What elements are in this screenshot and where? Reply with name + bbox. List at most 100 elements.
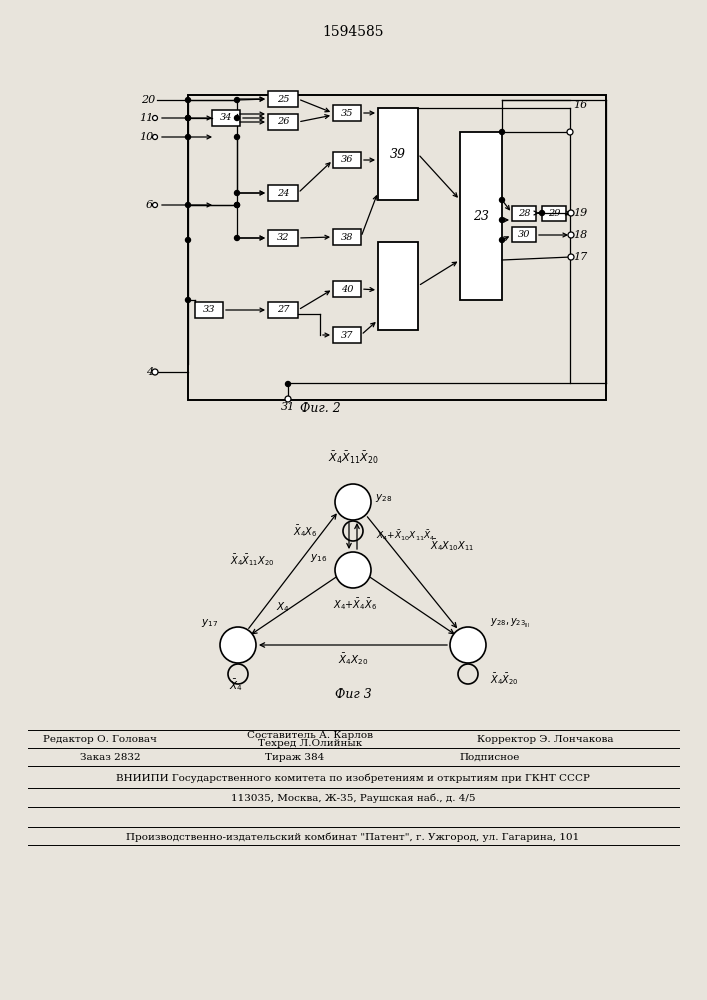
Circle shape (335, 552, 371, 588)
Bar (268, 230, 298, 246)
Circle shape (539, 211, 544, 216)
Circle shape (567, 129, 573, 135)
Bar (542, 206, 566, 221)
Text: $\bar{X}_4X_{20}$: $\bar{X}_4X_{20}$ (338, 651, 368, 667)
Text: 34: 34 (220, 113, 233, 122)
Text: $y_{28},y_{23_{\mathrm{III}}}$: $y_{28},y_{23_{\mathrm{III}}}$ (490, 616, 530, 630)
Text: 38: 38 (341, 232, 354, 241)
Text: 18: 18 (573, 230, 588, 240)
Text: 20: 20 (141, 95, 155, 105)
Circle shape (568, 232, 574, 238)
Text: 10: 10 (461, 640, 475, 650)
Bar (333, 105, 361, 121)
Circle shape (285, 396, 291, 402)
Text: Тираж 384: Тираж 384 (265, 752, 325, 762)
Text: 4: 4 (146, 367, 153, 377)
Text: 32: 32 (276, 233, 289, 242)
Text: 31: 31 (281, 402, 295, 412)
Circle shape (568, 254, 574, 260)
Text: 10: 10 (139, 132, 153, 142)
Bar (378, 242, 418, 330)
Circle shape (568, 210, 574, 216)
Text: Корректор Э. Лончакова: Корректор Э. Лончакова (477, 734, 613, 744)
Circle shape (185, 115, 190, 120)
Bar (333, 152, 361, 168)
Text: 11: 11 (139, 113, 153, 123)
Circle shape (235, 98, 240, 103)
Text: 24: 24 (276, 188, 289, 198)
Bar (512, 206, 536, 221)
Bar (460, 132, 502, 300)
Circle shape (185, 202, 190, 208)
Bar (195, 302, 223, 318)
Circle shape (235, 235, 240, 240)
Text: Производственно-издательский комбинат "Патент", г. Ужгород, ул. Гагарина, 101: Производственно-издательский комбинат "П… (127, 832, 580, 842)
Bar (512, 227, 536, 242)
Bar (268, 302, 298, 318)
Bar (212, 110, 240, 126)
Text: 35: 35 (341, 108, 354, 117)
Circle shape (500, 218, 505, 223)
Text: 37: 37 (341, 330, 354, 340)
Circle shape (153, 202, 158, 208)
Text: Заказ 2832: Заказ 2832 (80, 752, 141, 762)
Text: $\bar{X}_4X_{10}X_{11}$: $\bar{X}_4X_{10}X_{11}$ (430, 537, 474, 553)
Text: 26: 26 (276, 117, 289, 126)
Text: 36: 36 (341, 155, 354, 164)
Text: Редактор О. Головач: Редактор О. Головач (43, 734, 157, 744)
Text: 33: 33 (203, 306, 215, 314)
Text: $X_4$: $X_4$ (276, 600, 290, 614)
Text: 01: 01 (346, 497, 360, 507)
Text: $y_{28}$: $y_{28}$ (375, 492, 392, 504)
Circle shape (185, 237, 190, 242)
Text: Фиг. 2: Фиг. 2 (300, 401, 340, 414)
Bar (333, 229, 361, 245)
Text: 17: 17 (573, 252, 588, 262)
Circle shape (235, 134, 240, 139)
Text: 113035, Москва, Ж-35, Раушская наб., д. 4/5: 113035, Москва, Ж-35, Раушская наб., д. … (230, 793, 475, 803)
Text: 00: 00 (346, 565, 360, 575)
Text: $\bar{X}_4\bar{X}_{11}X_{20}$: $\bar{X}_4\bar{X}_{11}X_{20}$ (230, 552, 275, 568)
Text: 1594585: 1594585 (322, 25, 384, 39)
Text: Подписное: Подписное (460, 752, 520, 762)
Bar (188, 95, 606, 400)
Circle shape (286, 381, 291, 386)
Text: 19: 19 (573, 208, 588, 218)
Circle shape (235, 202, 240, 208)
Bar (268, 91, 298, 107)
Circle shape (235, 115, 240, 120)
Circle shape (235, 202, 240, 208)
Text: 11: 11 (231, 640, 245, 650)
Text: Составитель А. Карлов: Составитель А. Карлов (247, 730, 373, 740)
Text: 30: 30 (518, 230, 530, 239)
Text: Фиг 3: Фиг 3 (334, 688, 371, 702)
Bar (333, 327, 361, 343)
Circle shape (153, 115, 158, 120)
Circle shape (450, 627, 486, 663)
Text: $X_4{+}\bar{X}_{10}X_{11}\bar{X}_4$: $X_4{+}\bar{X}_{10}X_{11}\bar{X}_4$ (376, 529, 436, 543)
Bar (333, 281, 361, 297)
Text: 6: 6 (146, 200, 153, 210)
Text: 16: 16 (573, 100, 588, 110)
Text: $X_4{+}\bar{X}_4\bar{X}_6$: $X_4{+}\bar{X}_4\bar{X}_6$ (333, 596, 377, 612)
Circle shape (500, 237, 505, 242)
Text: 23: 23 (473, 210, 489, 223)
Bar (268, 185, 298, 201)
Text: $\bar{X}_4\bar{X}_{20}$: $\bar{X}_4\bar{X}_{20}$ (490, 671, 519, 687)
Text: $y_{17}$: $y_{17}$ (201, 617, 218, 629)
Text: 39: 39 (390, 147, 406, 160)
Circle shape (153, 134, 158, 139)
Circle shape (335, 484, 371, 520)
Circle shape (185, 98, 190, 103)
Text: Техред Л.Олийнык: Техред Л.Олийнык (258, 740, 362, 748)
Circle shape (185, 115, 190, 120)
Circle shape (185, 298, 190, 302)
Text: 29: 29 (548, 209, 560, 218)
Text: $\bar{X}_4\bar{X}_{11}\bar{X}_{20}$: $\bar{X}_4\bar{X}_{11}\bar{X}_{20}$ (328, 450, 378, 466)
Bar (378, 108, 418, 200)
Circle shape (500, 198, 505, 202)
Circle shape (152, 369, 158, 375)
Circle shape (220, 627, 256, 663)
Text: $\bar{X}_4$: $\bar{X}_4$ (229, 677, 243, 693)
Circle shape (185, 134, 190, 139)
